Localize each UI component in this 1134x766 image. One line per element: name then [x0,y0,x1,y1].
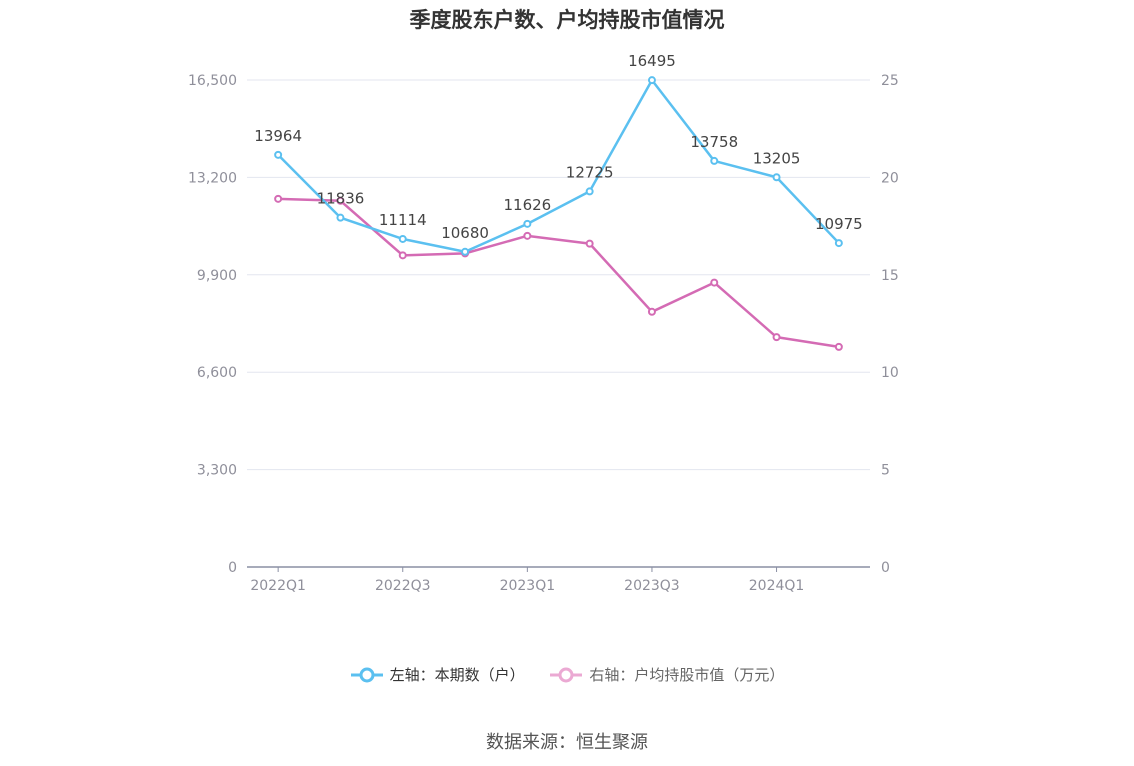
left-series-point [336,213,345,222]
left-series-point [585,187,594,196]
right-series-point [834,342,843,351]
data-label: 13205 [753,149,801,167]
right-axis-tick-label: 25 [881,73,899,89]
right-axis-tick-label: 15 [881,268,899,284]
right-series-point [585,239,594,248]
left-series-point [274,150,283,159]
left-series-point [461,247,470,256]
data-label: 11626 [503,196,551,214]
x-axis-tick-label: 2024Q1 [749,578,805,594]
right-series-point [398,251,407,260]
legend-item-right-series[interactable]: 右轴：户均持股市值（万元） [549,664,784,685]
left-axis-tick-label: 13,200 [188,170,237,186]
x-axis-tick-label: 2023Q3 [624,578,680,594]
left-series-line [277,78,840,254]
left-axis-tick-label: 9,900 [197,268,237,284]
data-label: 10975 [815,215,863,233]
right-series-point [772,333,781,342]
left-axis-tick-label: 16,500 [188,73,237,89]
right-series-point [523,231,532,240]
data-source-note: 数据来源：恒生聚源 [486,732,648,753]
right-series-point [336,196,345,205]
left-series-point [772,173,781,182]
data-label: 13964 [254,127,302,145]
legend-left-label: 左轴：本期数（户） [389,666,525,684]
right-series-line [278,197,840,349]
right-series-point [274,194,283,203]
x-axis-tick-label: 2023Q1 [500,578,556,594]
legend-right-marker-icon [550,667,583,682]
chart-legend: 左轴：本期数（户） 右轴：户均持股市值（万元） [0,664,1134,687]
data-label: 12725 [566,163,614,181]
data-label: 11836 [317,190,365,208]
data-label: 10680 [441,224,489,242]
x-axis-tick-label: 2022Q1 [250,578,306,594]
data-label: 11114 [379,211,427,229]
chart-title: 季度股东户数、户均持股市值情况 [409,8,725,32]
legend-right-label: 右轴：户均持股市值（万元） [589,666,785,684]
left-series-point [647,76,656,85]
right-series-point [647,307,656,316]
data-label: 16495 [628,52,676,70]
left-series-point [398,234,407,243]
left-axis-tick-label: 0 [228,560,237,576]
right-axis-tick-label: 5 [881,463,890,479]
left-series-point [834,239,843,248]
left-axis-tick-label: 6,600 [197,365,237,381]
left-series-point [523,219,532,228]
left-series-point [710,156,719,165]
right-axis-tick-label: 0 [881,560,890,576]
data-label: 13758 [690,133,738,151]
right-axis-tick-label: 10 [881,365,899,381]
right-series-point [710,278,719,287]
left-axis-tick-label: 3,300 [197,463,237,479]
legend-item-left-series[interactable]: 左轴：本期数（户） [350,664,525,685]
legend-left-marker-icon [350,667,383,682]
x-axis-tick-label: 2022Q3 [375,578,431,594]
right-axis-tick-label: 20 [881,170,899,186]
